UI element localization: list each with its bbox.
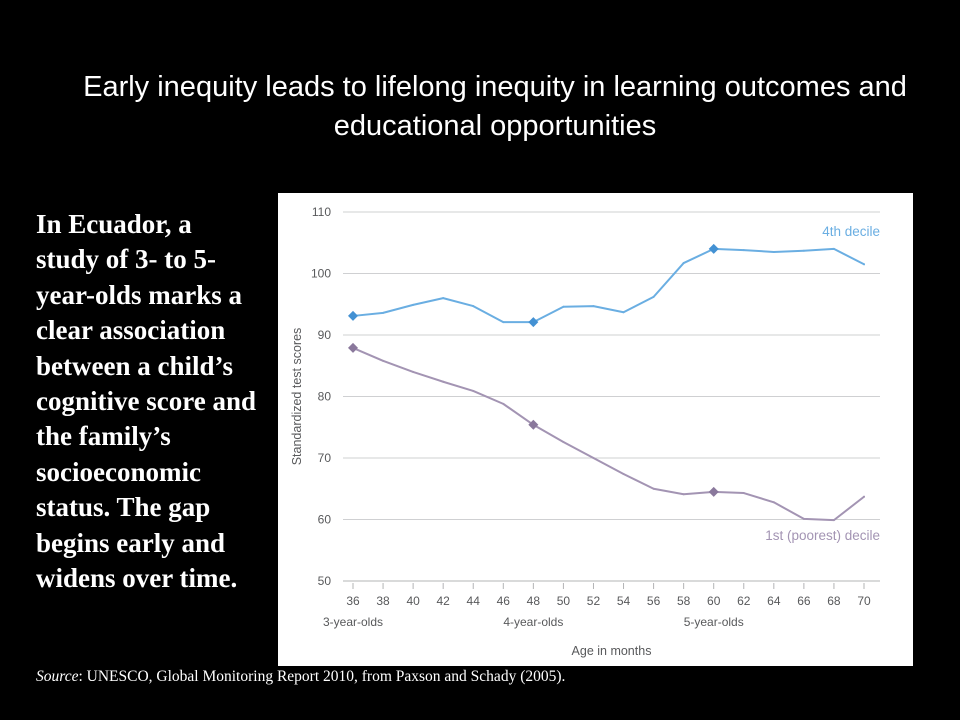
data-point-1st-poorest-decile	[502, 402, 505, 405]
body-line: In Ecuador, a	[36, 209, 192, 239]
data-point-1st-poorest-decile	[863, 495, 865, 498]
y-tick-label: 60	[318, 513, 332, 527]
data-point-1st-poorest-decile	[592, 457, 595, 459]
data-point-4th-decile	[832, 247, 835, 250]
x-tick-label: 52	[587, 594, 601, 608]
body-line: status. The gap	[36, 492, 211, 523]
age-group-label: 4-year-olds	[503, 615, 563, 629]
body-line: clear association	[36, 315, 226, 346]
data-point-1st-poorest-decile	[472, 389, 475, 392]
data-point-4th-decile	[442, 297, 445, 300]
body-line: study of 3- to 5-	[36, 244, 216, 275]
x-tick-label: 46	[497, 594, 511, 608]
data-point-4th-decile	[412, 303, 415, 306]
y-tick-label: 80	[318, 390, 332, 404]
body-text: In Ecuador, a study of 3- to 5- year-old…	[36, 207, 272, 596]
diamond-marker-4th-decile	[528, 317, 539, 328]
data-point-4th-decile	[562, 305, 565, 308]
data-point-4th-decile	[863, 263, 865, 266]
data-point-4th-decile	[682, 262, 685, 265]
x-tick-label: 54	[617, 594, 631, 608]
data-point-4th-decile	[472, 305, 475, 308]
source-label: Source	[36, 668, 79, 685]
data-point-1st-poorest-decile	[832, 519, 835, 522]
diamond-marker-1st-poorest-decile	[348, 342, 358, 353]
x-tick-label: 58	[677, 594, 691, 608]
data-point-1st-poorest-decile	[622, 472, 625, 475]
x-tick-label: 38	[376, 594, 390, 608]
x-tick-label: 40	[406, 594, 420, 608]
age-group-label: 5-year-olds	[684, 615, 744, 629]
series-label-4th-decile: 4th decile	[822, 224, 880, 239]
source-note: Source: UNESCO, Global Monitoring Report…	[36, 668, 565, 686]
x-tick-label: 66	[797, 594, 811, 608]
diamond-marker-1st-poorest-decile	[528, 419, 539, 430]
body-line: widens over time.	[36, 562, 238, 593]
x-axis-title: Age in months	[572, 644, 652, 658]
diamond-marker-4th-decile	[708, 243, 719, 254]
body-line: begins early and	[36, 527, 226, 558]
body-line: the family’s	[36, 421, 171, 452]
data-point-1st-poorest-decile	[802, 517, 805, 520]
data-point-1st-poorest-decile	[382, 359, 385, 362]
data-point-4th-decile	[622, 311, 625, 314]
x-tick-label: 48	[527, 594, 541, 608]
y-tick-label: 70	[318, 451, 332, 465]
series-line-4th-decile	[352, 247, 865, 324]
data-point-4th-decile	[382, 311, 385, 314]
y-tick-label: 110	[312, 205, 331, 219]
data-point-4th-decile	[592, 305, 595, 308]
x-tick-label: 60	[707, 594, 721, 608]
y-tick-label: 90	[318, 328, 332, 342]
data-point-1st-poorest-decile	[562, 441, 565, 444]
x-tick-label: 70	[857, 594, 871, 608]
diamond-marker-4th-decile	[348, 310, 358, 321]
data-point-4th-decile	[502, 321, 505, 324]
x-tick-label: 36	[346, 594, 360, 608]
data-point-4th-decile	[652, 295, 655, 298]
data-point-4th-decile	[742, 249, 745, 252]
x-tick-label: 50	[557, 594, 571, 608]
x-tick-label: 62	[737, 594, 751, 608]
data-point-4th-decile	[772, 250, 775, 253]
data-point-1st-poorest-decile	[772, 501, 775, 504]
body-line: between a child’s	[36, 350, 233, 381]
series-label-1st-poorest-decile: 1st (poorest) decile	[765, 528, 880, 543]
line-chart: 50 60 70 80 90 100 110 36 38 40 42 44 46 48 50 52 54 56 58…	[290, 205, 880, 658]
x-tick-label: 68	[827, 594, 841, 608]
data-point-1st-poorest-decile	[742, 492, 745, 495]
y-tick-label: 50	[318, 574, 332, 588]
body-line: year-olds marks a	[36, 279, 242, 310]
x-tick-label: 44	[467, 594, 481, 608]
data-point-1st-poorest-decile	[412, 370, 415, 373]
data-point-4th-decile	[802, 249, 805, 252]
y-axis-title: Standardized test scores	[290, 328, 304, 466]
x-tick-label: 56	[647, 594, 661, 608]
body-line: socioeconomic	[36, 456, 201, 487]
series-line-1st-poorest-decile	[352, 346, 865, 522]
data-point-1st-poorest-decile	[682, 493, 685, 496]
data-point-1st-poorest-decile	[652, 487, 655, 490]
x-tick-label: 42	[436, 594, 450, 608]
chart-panel: 50 60 70 80 90 100 110 36 38 40 42 44 46 48 50 52 54 56 58…	[278, 193, 913, 666]
body-line: cognitive score and	[36, 385, 256, 416]
source-text: : UNESCO, Global Monitoring Report 2010,…	[78, 668, 566, 685]
slide-title: Early inequity leads to lifelong inequit…	[83, 71, 907, 142]
data-point-1st-poorest-decile	[442, 380, 445, 383]
diamond-marker-1st-poorest-decile	[708, 486, 719, 497]
y-tick-label: 100	[311, 267, 331, 281]
age-group-label: 3-year-olds	[323, 615, 383, 629]
x-tick-label: 64	[767, 594, 781, 608]
